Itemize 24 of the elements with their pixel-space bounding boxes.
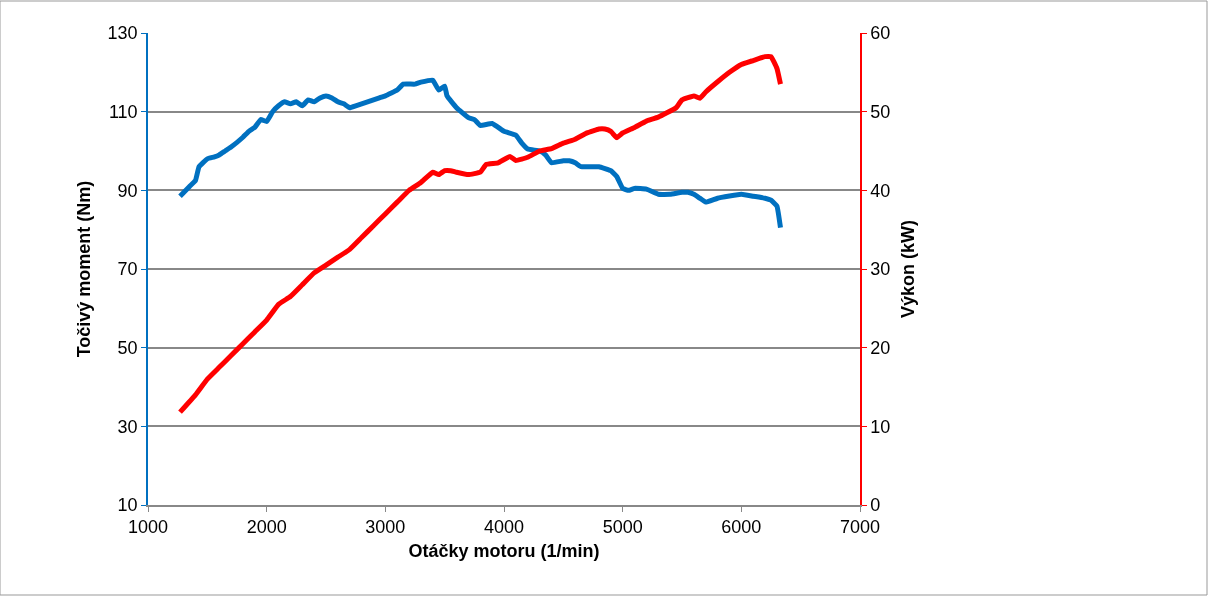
x-tick-label: 6000 (721, 517, 762, 538)
y-tick-label: 90 (117, 180, 138, 201)
y-tick-label: 10 (117, 495, 138, 516)
x-tick-label: 2000 (246, 517, 287, 538)
y2-tick-label: 40 (870, 180, 891, 201)
y2-axis-title: Výkon (kW) (897, 219, 918, 319)
y2-tick-label: 30 (870, 259, 891, 280)
x-tick-label: 7000 (839, 517, 881, 538)
y-tick-label: 30 (117, 416, 138, 437)
y2-tick-label: 0 (870, 495, 881, 516)
x-axis-title: Otáčky motoru (1/min) (408, 540, 600, 561)
y-axis-title: Točivý moment (Nm) (74, 180, 95, 358)
y-tick-label: 130 (107, 23, 138, 44)
y-tick-label: 70 (117, 259, 138, 280)
y2-tick-label: 20 (870, 337, 891, 358)
x-tick-label: 4000 (483, 517, 525, 538)
y2-tick-label: 60 (870, 23, 891, 44)
y2-tick-label: 10 (870, 416, 891, 437)
y-tick-label: 110 (108, 101, 138, 122)
x-tick-label: 5000 (602, 517, 643, 538)
x-tick-label: 3000 (365, 517, 406, 538)
x-tick-label: 1000 (127, 517, 169, 538)
y-tick-label: 50 (117, 337, 138, 358)
y2-tick-label: 50 (870, 101, 891, 122)
